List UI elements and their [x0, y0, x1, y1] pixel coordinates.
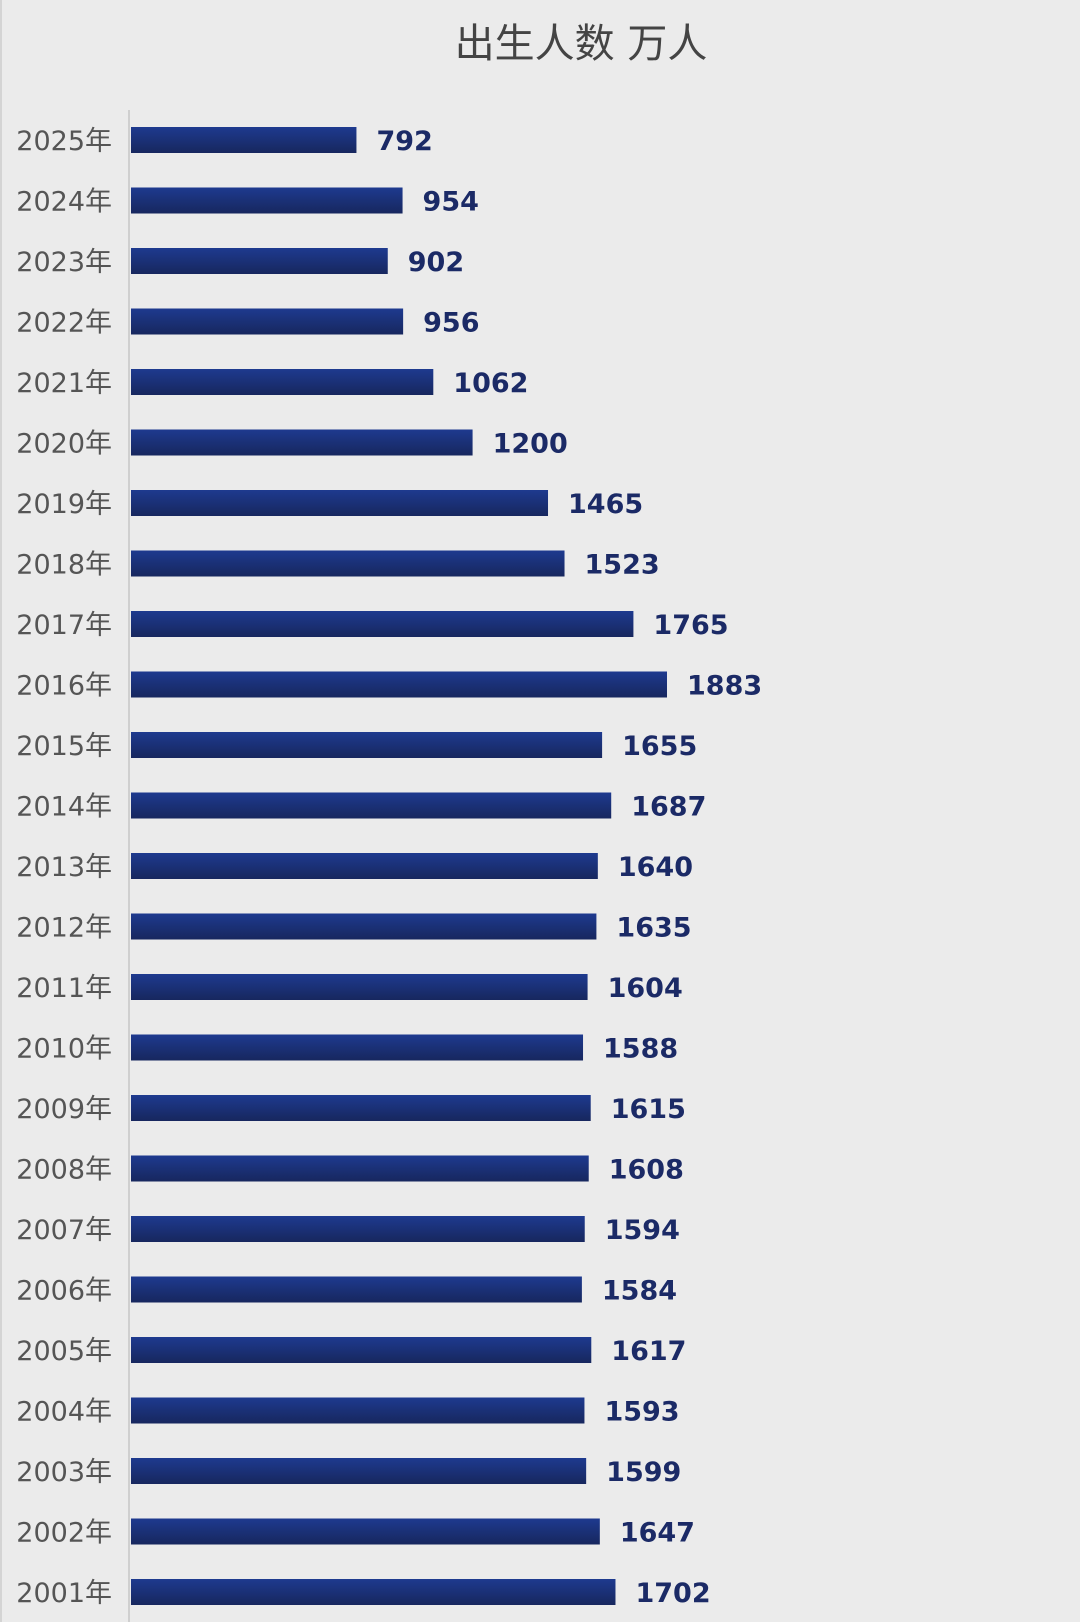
data-label: 1615	[611, 1094, 686, 1125]
bar	[131, 1337, 592, 1363]
bar	[131, 127, 357, 153]
bar	[131, 429, 473, 456]
bar	[131, 1518, 600, 1545]
y-tick-label: 2018年	[16, 550, 112, 581]
bar	[131, 369, 434, 395]
y-tick-label: 2002年	[16, 1518, 112, 1549]
data-label: 1594	[605, 1215, 680, 1246]
data-label: 902	[408, 247, 464, 278]
bar	[131, 308, 404, 335]
bar	[131, 1155, 589, 1182]
bar	[131, 1216, 585, 1242]
data-label: 956	[423, 308, 479, 339]
data-label: 954	[423, 187, 479, 218]
bar	[131, 671, 667, 698]
data-label: 1687	[631, 792, 706, 823]
data-label: 1617	[611, 1336, 686, 1367]
y-tick-label: 2022年	[16, 308, 112, 339]
data-label: 792	[376, 126, 432, 157]
data-label: 1593	[604, 1397, 679, 1428]
bar	[131, 187, 403, 214]
data-label: 1200	[493, 429, 568, 460]
y-tick-label: 2008年	[16, 1155, 112, 1186]
y-tick-label: 2009年	[16, 1094, 112, 1125]
data-label: 1640	[618, 852, 693, 883]
y-tick-label: 2017年	[16, 610, 112, 641]
y-tick-label: 2006年	[16, 1276, 112, 1307]
bar	[131, 1034, 584, 1061]
y-tick-label: 2011年	[16, 973, 112, 1004]
y-tick-label: 2020年	[16, 429, 112, 460]
bar	[131, 1458, 587, 1484]
data-label: 1655	[622, 731, 697, 762]
bar	[131, 732, 603, 758]
y-tick-label: 2005年	[16, 1336, 112, 1367]
bar	[131, 490, 549, 516]
bar	[131, 913, 597, 940]
bar	[131, 853, 598, 879]
data-label: 1584	[602, 1276, 677, 1307]
bar	[131, 974, 588, 1000]
data-label: 1588	[603, 1034, 678, 1065]
data-label: 1523	[585, 550, 660, 581]
y-tick-label: 2023年	[16, 247, 112, 278]
bar	[131, 792, 612, 819]
bar	[131, 1397, 585, 1424]
data-label: 1062	[453, 368, 528, 399]
y-tick-label: 2004年	[16, 1397, 112, 1428]
y-tick-label: 2019年	[16, 489, 112, 520]
data-label: 1599	[606, 1457, 681, 1488]
bar	[131, 1579, 616, 1605]
y-tick-label: 2010年	[16, 1034, 112, 1065]
y-tick-label: 2003年	[16, 1457, 112, 1488]
y-tick-label: 2012年	[16, 913, 112, 944]
y-tick-label: 2016年	[16, 671, 112, 702]
bar	[131, 550, 565, 577]
data-label: 1765	[653, 610, 728, 641]
data-label: 1465	[568, 489, 643, 520]
y-tick-label: 2024年	[16, 187, 112, 218]
bar	[131, 248, 388, 274]
bar	[131, 611, 634, 637]
chart-title: 出生人数 万人	[455, 21, 708, 67]
data-label: 1608	[609, 1155, 684, 1186]
y-tick-label: 2025年	[16, 126, 112, 157]
y-tick-label: 2015年	[16, 731, 112, 762]
y-tick-label: 2001年	[16, 1578, 112, 1609]
bar	[131, 1095, 591, 1121]
y-tick-label: 2014年	[16, 792, 112, 823]
data-label: 1604	[608, 973, 683, 1004]
y-tick-label: 2013年	[16, 852, 112, 883]
bar	[131, 1276, 582, 1303]
data-label: 1647	[620, 1518, 695, 1549]
data-label: 1635	[616, 913, 691, 944]
data-label: 1702	[635, 1578, 710, 1609]
y-tick-label: 2007年	[16, 1215, 112, 1246]
y-tick-label: 2021年	[16, 368, 112, 399]
data-label: 1883	[687, 671, 762, 702]
